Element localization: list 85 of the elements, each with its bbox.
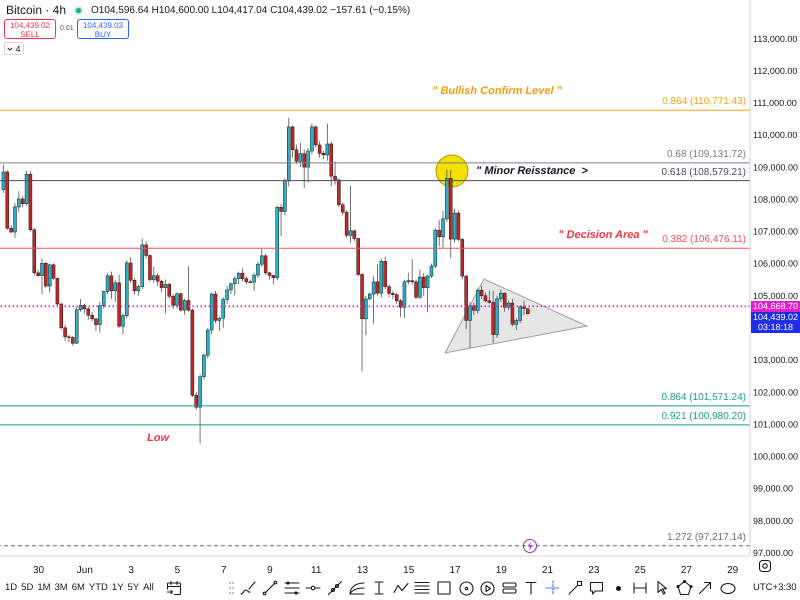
candlestick — [175, 292, 179, 309]
y-tick-label: 98,000.00 — [753, 516, 794, 526]
candlestick — [418, 269, 422, 300]
candlestick — [348, 185, 352, 244]
y-tick-label: 99,000.00 — [753, 484, 794, 494]
candlestick — [376, 264, 380, 296]
text: 1D — [5, 582, 18, 594]
x-tick-label: 19 — [496, 565, 508, 576]
annotation: 4 — [15, 44, 20, 54]
ref-line-label: 0.68 (109,131.72) — [667, 148, 746, 161]
candlestick — [179, 292, 183, 312]
sell-button: 104,439.02 SELL — [4, 19, 56, 39]
x-tick-label: 21 — [542, 565, 554, 576]
candlestick — [502, 292, 506, 312]
text: 3M — [54, 582, 68, 594]
x-tick-label: 15 — [403, 565, 415, 576]
x-tick-label: 25 — [634, 565, 646, 576]
annotation: " Decision Area " — [558, 229, 648, 241]
y-tick-label: 109,000.00 — [753, 162, 798, 172]
y-tick-label: 102,000.00 — [753, 387, 798, 398]
ref-line-label: 1.272 (97,217.14) — [667, 532, 746, 544]
annotation: SELL — [19, 30, 41, 39]
x-tick-label: 13 — [356, 565, 368, 576]
y-tick-label: 101,000.00 — [753, 419, 798, 430]
x-tick-label: 7 — [220, 565, 227, 576]
annotation: " Minor Reisstance > — [476, 165, 588, 177]
text: 03:18:18 — [756, 322, 794, 332]
candlestick — [264, 253, 268, 276]
annotation: " Bullish Confirm Level " — [432, 85, 562, 97]
y-tick-label: 107,000.00 — [753, 226, 798, 237]
x-tick-label: 9 — [267, 565, 274, 576]
candlestick — [40, 258, 44, 294]
candlestick — [298, 142, 302, 168]
x-tick-label: 23 — [588, 565, 600, 576]
text: All — [143, 582, 154, 594]
ref-line-label: 0.864 (101,571.24) — [661, 392, 746, 404]
y-tick-label: 108,000.00 — [753, 194, 798, 204]
x-tick-label: Jun — [76, 565, 93, 576]
annotation: 104,439.03 — [82, 21, 124, 30]
x-tick-label: 11 — [311, 565, 322, 576]
text: YTD — [88, 582, 108, 594]
x-tick-label: 3 — [128, 565, 134, 576]
annotation: Low — [147, 432, 169, 444]
x-tick-label: 30 — [33, 565, 45, 576]
annotation: BUY — [94, 30, 112, 39]
y-tick-label: 110,000.00 — [753, 130, 798, 140]
y-tick-label: 105,000.00 — [753, 290, 798, 301]
x-tick-label: 29 — [727, 565, 739, 576]
candlestick — [48, 263, 52, 293]
text: 5D — [21, 582, 34, 594]
y-tick-label: 106,000.00 — [753, 258, 798, 269]
x-tick-label: 5 — [174, 565, 181, 576]
y-tick-label: 103,000.00 — [753, 355, 798, 366]
candlestick — [476, 288, 480, 314]
text: 1M — [37, 582, 51, 594]
candlestick — [164, 279, 168, 314]
text: 6M — [72, 582, 85, 594]
text: 5Y — [128, 582, 140, 594]
candlestick — [518, 304, 522, 324]
candlestick — [86, 306, 90, 320]
ref-line-label: 0.618 (108,579.21) — [661, 166, 746, 179]
text: 104,439.02 — [752, 312, 800, 322]
text: 1Y — [112, 582, 124, 594]
annotation: O104,596.64 H104,600.00 L104,417.04 C104,439.02 −157.61 (−0.15%) — [91, 4, 410, 16]
buy-button: 104,439.03 BUY — [77, 19, 129, 39]
ref-line-label: 0.921 (100,980.20) — [661, 410, 746, 423]
annotation: 104,439.02 — [8, 21, 52, 30]
candlestick — [236, 271, 240, 285]
y-tick-label: 113,000.00 — [753, 34, 798, 44]
chart-title: Bitcoin · 4h — [6, 3, 66, 17]
candlestick — [510, 298, 514, 327]
y-tick-label: 100,000.00 — [753, 452, 798, 462]
x-tick-label: 27 — [680, 565, 692, 576]
candlestick — [422, 272, 426, 296]
ref-line-label: 0.382 (106,476.11) — [662, 234, 746, 246]
ref-line-label: 104,668.70 — [751, 301, 800, 312]
candlestick — [110, 271, 114, 300]
y-tick-label: 112,000.00 — [753, 66, 798, 76]
candlestick — [240, 268, 244, 282]
y-tick-label: 97,000.00 — [753, 548, 794, 558]
candlestick — [233, 276, 237, 296]
text: UTC+3:30 — [753, 582, 797, 594]
ref-line-label: 0.864 (110,771.43) — [662, 96, 746, 108]
x-tick-label: 17 — [449, 565, 462, 576]
y-tick-label: 111,000.00 — [753, 98, 797, 108]
